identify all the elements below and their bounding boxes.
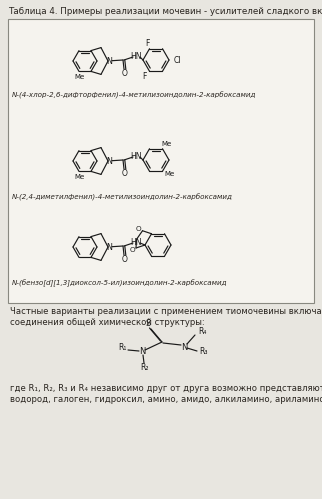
Text: N: N — [106, 56, 112, 65]
Text: S: S — [145, 318, 151, 327]
Text: N-(бензо[d][1,3]диоксол-5-ил)изоиндолин-2-карбоксамид: N-(бензо[d][1,3]диоксол-5-ил)изоиндолин-… — [12, 279, 228, 286]
Text: F: F — [145, 39, 150, 48]
Text: R₄: R₄ — [198, 326, 206, 335]
Text: N: N — [106, 243, 112, 251]
Text: R₃: R₃ — [200, 346, 208, 355]
Text: N-(4-хлор-2,6-дифторфенил)-4-метилизоиндолин-2-карбоксамид: N-(4-хлор-2,6-дифторфенил)-4-метилизоинд… — [12, 92, 256, 99]
Text: Me: Me — [75, 74, 85, 80]
Bar — [8, 19, 314, 303]
Text: O: O — [129, 247, 135, 253]
Text: N: N — [181, 342, 187, 351]
Text: N: N — [139, 347, 145, 356]
Text: N-(2,4-диметилфенил)-4-метилизоиндолин-2-карбоксамид: N-(2,4-диметилфенил)-4-метилизоиндолин-2… — [12, 194, 233, 201]
Text: HN: HN — [130, 51, 142, 60]
Text: Me: Me — [161, 141, 172, 147]
Text: HN: HN — [130, 238, 142, 247]
Text: соединения общей химической структуры:: соединения общей химической структуры: — [10, 318, 204, 327]
Text: Частные варианты реализации с применением тиомочевины включают: Частные варианты реализации с применение… — [10, 307, 322, 316]
Text: Me: Me — [164, 171, 175, 177]
Text: Me: Me — [75, 174, 85, 181]
Text: R₂: R₂ — [141, 363, 149, 372]
Text: O: O — [122, 254, 128, 263]
Text: Таблица 4. Примеры реализации мочевин - усилителей сладкого вкуса.: Таблица 4. Примеры реализации мочевин - … — [8, 7, 322, 16]
Text: водород, галоген, гидроксил, амино, амидо, алкиламино, ариламино, алкокси,: водород, галоген, гидроксил, амино, амид… — [10, 395, 322, 404]
Text: где R₁, R₂, R₃ и R₄ независимо друг от друга возможно представляют собой: где R₁, R₂, R₃ и R₄ независимо друг от д… — [10, 384, 322, 393]
Text: N: N — [106, 157, 112, 166]
Text: R₁: R₁ — [118, 343, 126, 352]
Text: O: O — [122, 169, 128, 178]
Text: F: F — [142, 72, 147, 81]
Text: Cl: Cl — [173, 55, 181, 64]
Text: O: O — [122, 68, 128, 77]
Text: HN: HN — [130, 152, 142, 161]
Text: O: O — [136, 226, 141, 232]
